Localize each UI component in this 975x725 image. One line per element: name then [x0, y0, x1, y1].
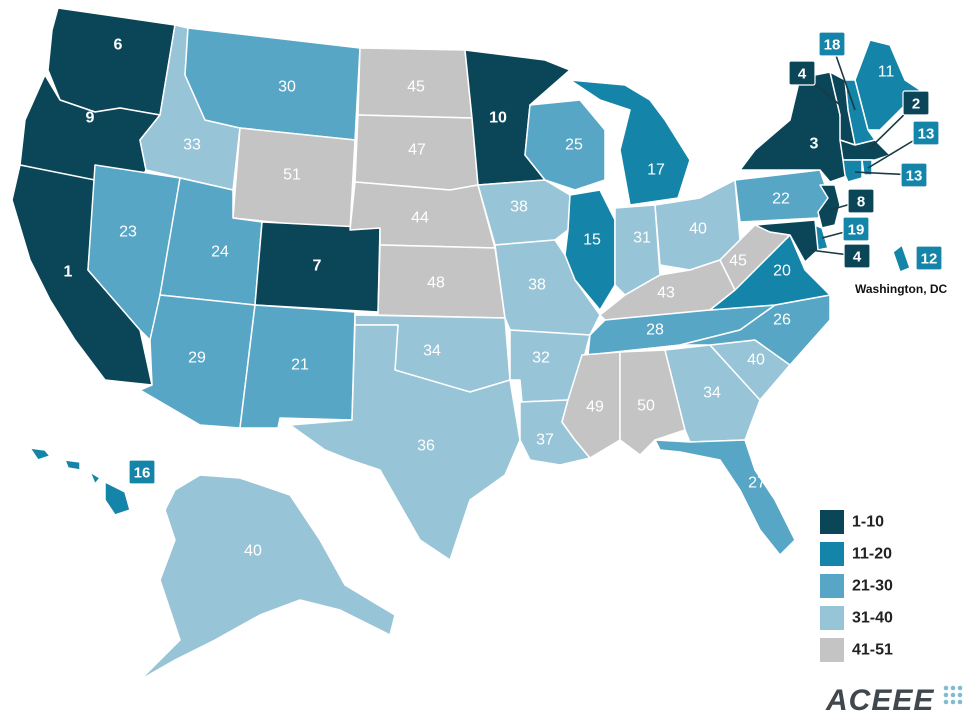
- rank-label-VA: 20: [773, 263, 791, 280]
- rank-label-WA: 6: [114, 37, 123, 54]
- callout-box-RI: [912, 120, 940, 146]
- rank-label-CA: 1: [64, 264, 73, 281]
- state-CT: [842, 159, 863, 183]
- rank-label-KY: 43: [657, 285, 675, 302]
- rank-label-KS: 48: [427, 275, 445, 292]
- state-ME: [854, 39, 921, 131]
- state-MI: [569, 79, 691, 206]
- state-NJ: [817, 184, 841, 229]
- rank-label-TX: 36: [417, 438, 435, 455]
- rank-label-FL: 27: [748, 475, 766, 492]
- legend-label-1-10: 1-10: [852, 514, 884, 531]
- rank-label-LA: 37: [536, 432, 554, 449]
- state-WI: [524, 99, 606, 191]
- callout-rank-MA: 2: [912, 96, 920, 113]
- state-MA: [839, 139, 891, 161]
- callout-box-DC: [915, 245, 943, 271]
- callout-rank-VT: 4: [798, 66, 807, 83]
- state-IL: [564, 189, 616, 311]
- rank-label-MN: 10: [489, 110, 507, 127]
- states-layer: [11, 7, 921, 681]
- rank-label-NM: 21: [291, 357, 309, 374]
- legend-swatch-1-10: [820, 510, 844, 534]
- callout-rank-DE: 19: [848, 222, 865, 239]
- rank-label-WY: 51: [283, 167, 301, 184]
- rank-label-MS: 49: [586, 399, 604, 416]
- callout-box-NH: [818, 31, 846, 57]
- rank-labels-layer: 6913323305124297214547444834361038383237…: [64, 37, 819, 560]
- rank-label-WV: 45: [729, 253, 747, 270]
- rank-label-SD: 47: [408, 142, 426, 159]
- rank-label-MI: 17: [647, 162, 665, 179]
- callout-box-NJ: [847, 188, 875, 214]
- rank-label-PA: 22: [772, 191, 790, 208]
- rank-label-NY: 3: [810, 136, 819, 153]
- rank-label-OR: 9: [86, 110, 95, 127]
- rank-label-MT: 30: [278, 79, 296, 96]
- aceee-logo-text: ACEEE: [825, 684, 934, 717]
- state-RI: [861, 159, 873, 176]
- rank-label-CO: 7: [313, 258, 322, 275]
- legend-swatch-31-40: [820, 606, 844, 630]
- legend: 1-10 11-20 21-30 31-40 41-51: [820, 510, 893, 662]
- rank-label-UT: 24: [211, 244, 229, 261]
- callout-rank-RI: 13: [918, 126, 935, 143]
- callout-box-CT: [900, 162, 928, 188]
- rank-label-ID: 33: [183, 137, 201, 154]
- rank-label-OH: 40: [689, 221, 707, 238]
- callout-box-MD: [843, 243, 871, 269]
- legend-swatch-21-30: [820, 574, 844, 598]
- state-FL: [654, 439, 796, 556]
- state-HI: [29, 447, 131, 516]
- rank-label-IN: 31: [633, 230, 651, 247]
- callout-box-HI: [128, 459, 156, 485]
- dc-label: Washington, DC: [855, 282, 948, 296]
- callout-rank-NH: 18: [824, 37, 841, 54]
- rank-label-NE: 44: [411, 210, 429, 227]
- rank-label-AZ: 29: [188, 350, 206, 367]
- rank-label-AR: 32: [532, 350, 550, 367]
- state-NM: [239, 304, 356, 429]
- rank-label-SC: 40: [747, 352, 765, 369]
- rank-label-NC: 26: [773, 312, 791, 329]
- legend-swatch-11-20: [820, 542, 844, 566]
- legend-label-31-40: 31-40: [852, 610, 893, 627]
- callout-rank-NJ: 8: [857, 194, 865, 211]
- rank-label-TN: 28: [646, 322, 664, 339]
- rank-label-AK: 40: [244, 543, 262, 560]
- legend-label-41-51: 41-51: [852, 642, 893, 659]
- legend-label-11-20: 11-20: [852, 546, 892, 563]
- rank-label-AL: 50: [637, 398, 655, 415]
- callout-box-MA: [902, 90, 930, 116]
- rank-label-OK: 34: [423, 343, 441, 360]
- state-TX: [289, 324, 521, 561]
- rank-label-GA: 34: [703, 385, 721, 402]
- legend-swatch-41-51: [820, 638, 844, 662]
- callout-rank-DC: 12: [921, 251, 938, 268]
- rank-label-MO: 38: [528, 277, 546, 294]
- state-WA: [47, 7, 176, 116]
- rank-label-NV: 23: [119, 224, 137, 241]
- callout-box-VT: [788, 60, 816, 86]
- callout-box-DE: [842, 216, 870, 242]
- rank-label-IL: 15: [583, 232, 601, 249]
- rank-label-ND: 45: [407, 79, 425, 96]
- rank-label-IA: 38: [510, 199, 528, 216]
- state-DC: [892, 244, 911, 273]
- state-AK: [139, 474, 396, 681]
- callout-rank-MD: 4: [853, 249, 862, 266]
- state-MD: [754, 219, 819, 263]
- aceee-logo: ACEEE: [825, 684, 963, 717]
- rank-label-ME: 11: [878, 64, 895, 81]
- logo-dots-icon: [943, 685, 963, 705]
- rank-label-WI: 25: [565, 137, 583, 154]
- legend-label-21-30: 21-30: [852, 578, 893, 595]
- callout-rank-CT: 13: [906, 168, 923, 185]
- callout-rank-HI: 16: [134, 465, 151, 482]
